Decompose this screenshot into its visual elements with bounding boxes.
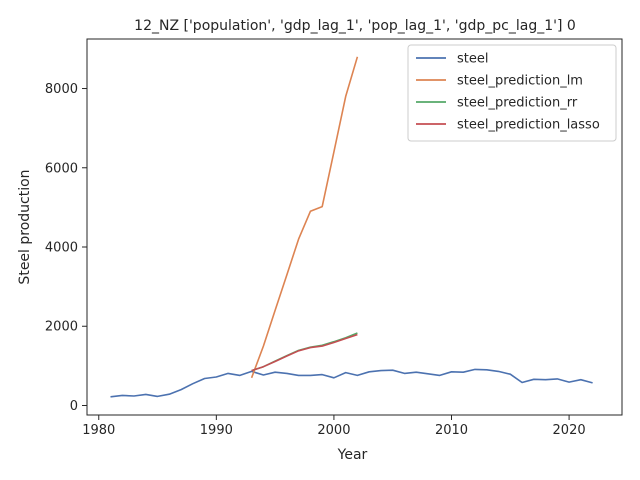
x-tick-label: 2010: [435, 423, 468, 438]
x-tick-label: 2000: [317, 423, 350, 438]
plot-frame: [86, 38, 623, 416]
y-tick-label: 6000: [45, 161, 78, 176]
legend-entry: steel: [457, 52, 488, 67]
plot-area: [86, 38, 623, 416]
chart-title: 12_NZ ['population', 'gdp_lag_1', 'pop_l…: [134, 18, 576, 34]
series-line-steel-prediction-lasso: [251, 333, 358, 372]
y-axis: 0 2000 4000 6000 8000: [45, 82, 87, 414]
x-tick-label: 2020: [553, 423, 586, 438]
series-lines: [110, 56, 593, 398]
y-tick-label: 8000: [45, 82, 78, 97]
x-axis: 1980 1990 2000 2010 2020: [82, 415, 586, 438]
y-tick-label: 2000: [45, 320, 78, 335]
y-axis-label: Steel production: [17, 169, 33, 284]
series-line-steel-prediction-lm: [250, 56, 359, 379]
x-tick-label: 1990: [200, 423, 233, 438]
x-tick-label: 1980: [82, 423, 115, 438]
legend-entry: steel_prediction_lasso: [457, 118, 600, 133]
legend-box: [407, 44, 617, 142]
y-tick-label: 4000: [45, 241, 78, 256]
series-line-steel: [110, 368, 593, 398]
legend: steel steel_prediction_lm steel_prediction…: [407, 44, 617, 142]
y-tick-label: 0: [70, 399, 78, 414]
legend-entry: steel_prediction_lm: [457, 74, 583, 89]
x-axis-label: Year: [337, 447, 368, 463]
legend-entry: steel_prediction_rr: [457, 96, 578, 111]
